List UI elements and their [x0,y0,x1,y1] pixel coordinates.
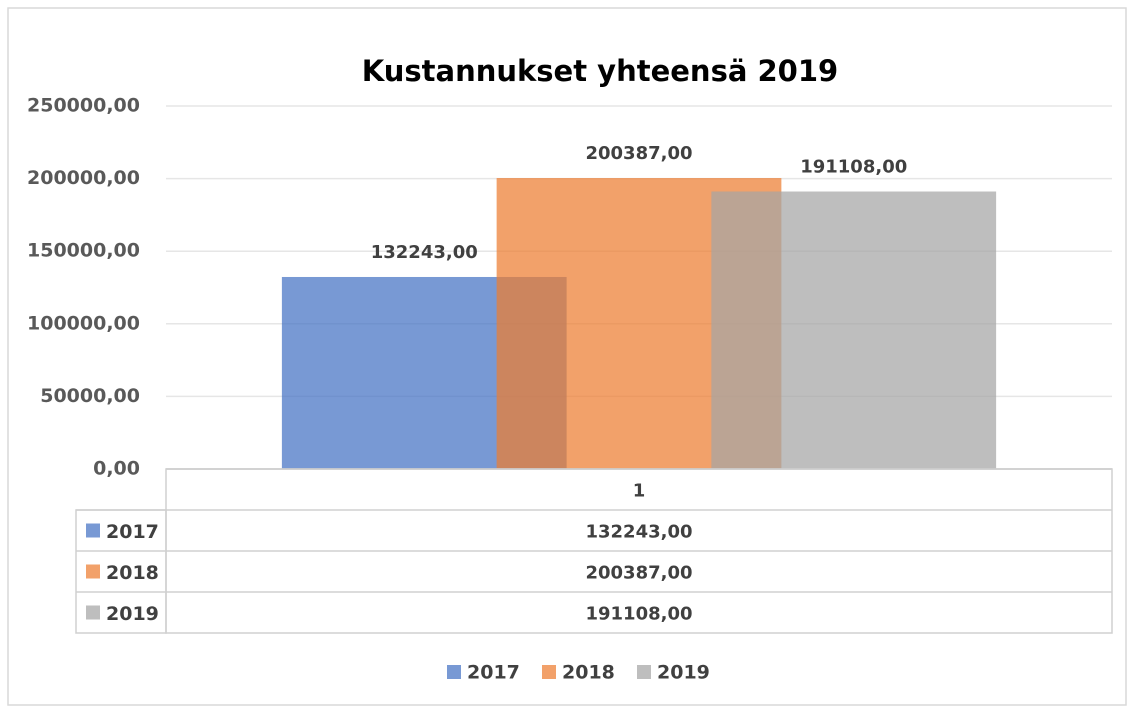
legend-key [542,665,556,679]
chart-title: Kustannukset yhteensä 2019 [362,54,838,88]
table-key [86,564,100,579]
legend-label: 2018 [562,662,615,684]
data-label: 191108,00 [800,157,907,178]
y-tick-label: 0,00 [93,458,140,480]
y-tick-label: 150000,00 [27,240,140,262]
table-key [86,605,100,620]
table-value: 200387,00 [585,563,692,584]
table-series-name: 2018 [106,562,159,584]
legend-key [447,665,461,679]
table-value: 132243,00 [585,522,692,543]
y-tick-label: 200000,00 [27,167,140,189]
table-series-name: 2017 [106,521,159,543]
data-label: 132243,00 [371,242,478,263]
y-tick-label: 250000,00 [27,95,140,117]
table-header: 1 [633,481,646,502]
table-key [86,523,100,538]
bar [711,191,997,470]
legend-key [637,665,651,679]
y-tick-label: 100000,00 [27,312,140,334]
legend-label: 2019 [657,662,710,684]
data-label: 200387,00 [585,143,692,164]
legend-label: 2017 [467,662,520,684]
table-value: 191108,00 [585,604,692,625]
y-tick-label: 50000,00 [40,385,140,407]
table-series-name: 2019 [106,603,159,625]
